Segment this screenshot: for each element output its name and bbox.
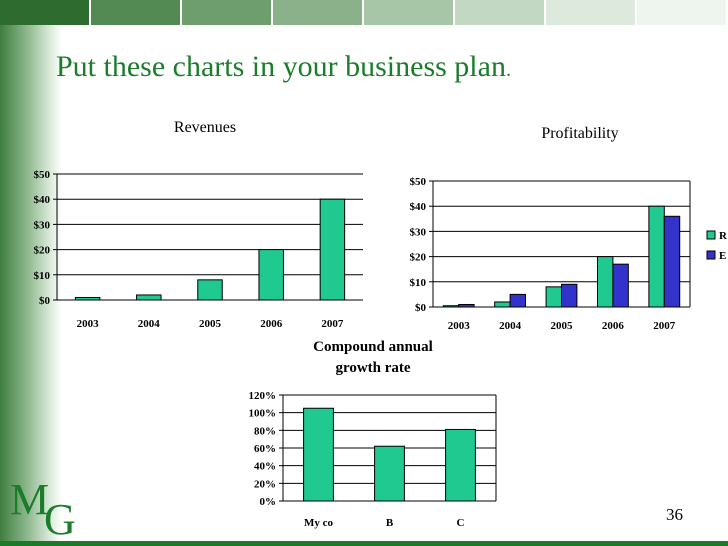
band-segment [182,0,271,25]
revenues-y-tick-label: $50 [34,169,51,181]
profitability-y-tick-label: $10 [410,277,427,289]
profitability-bar [596,256,614,308]
revenues-chart-title: Revenues [174,119,236,136]
cagr-bar [445,428,476,502]
bottom-color-band [0,541,728,546]
slide-title-period: . [505,59,511,81]
profitability-y-tick-label: $0 [415,302,427,314]
band-segment [637,0,726,25]
cagr-y-tick-label: 0% [260,496,277,508]
revenues-x-tick-label: 2006 [260,318,283,330]
cagr-y-tick-label: 40% [254,461,276,473]
cagr-y-tick-label: 80% [254,425,276,437]
cagr-x-tick-label: B [386,517,394,529]
profitability-bar [442,305,460,308]
profitability-x-tick-label: 2006 [602,320,625,332]
cagr-bar [303,407,334,502]
profitability-x-tick-label: 2007 [653,320,676,332]
revenues-y-tick-label: $10 [34,270,51,282]
band-segment [273,0,362,25]
logo-letter-g: G [44,495,76,540]
band-segment [455,0,544,25]
mg-logo: M G [10,475,76,540]
profitability-y-tick-label: $30 [410,226,427,238]
revenues-x-tick-label: 2003 [77,318,100,330]
profitability-bar [612,263,629,308]
cagr-bar [374,445,405,502]
revenues-x-tick-label: 2004 [138,318,161,330]
profitability-legend-label: R [719,230,728,242]
band-segment [0,0,89,25]
cagr-y-tick-label: 20% [254,478,276,490]
profitability-x-tick-label: 2005 [551,320,574,332]
top-color-band [0,0,728,25]
profitability-chart-title: Profitability [541,125,618,142]
page-number: 36 [666,505,683,524]
logo-letter-m: M [10,475,49,524]
slide-title-text: Put these charts in your business plan [56,50,506,83]
revenues-bar [319,198,346,301]
profitability-legend-swatch [706,230,716,240]
left-gradient-strip [0,25,62,541]
cagr-y-tick-label: 100% [249,408,277,420]
revenues-y-tick-label: $0 [39,295,51,307]
cagr-x-tick-label: C [457,517,465,529]
revenues-bar [136,294,162,301]
profitability-y-tick-label: $20 [410,252,427,264]
revenues-chart: Revenues $0 $10 $20 $30 $40 $50 2003 2004 2005 20… [34,119,363,330]
profitability-x-tick-label: 2003 [448,320,471,332]
revenues-bar [197,279,223,301]
profitability-x-tick-label: 2004 [499,320,521,332]
cagr-chart-title-line-1: Compound annual [313,339,433,355]
revenues-y-tick-label: $20 [34,245,51,257]
profitability-legend-swatch [706,250,716,260]
cagr-y-tick-label: 120% [249,390,277,402]
profitability-y-tick-label: $40 [410,201,427,213]
revenues-y-tick-label: $30 [34,219,51,231]
revenues-y-tick-label: $40 [34,194,51,206]
cagr-y-tick-label: 60% [254,443,276,455]
profitability-chart: Profitability $0 $10 $20 $30 $40 $50 2003 2004 2… [410,125,728,332]
profitability-bar [545,286,563,308]
profitability-bar [458,303,475,308]
cagr-chart-title-line-2: growth rate [335,360,410,376]
profitability-bar [509,293,527,308]
profitability-bar [663,215,681,308]
revenues-x-tick-label: 2007 [321,318,344,330]
slide-title: Put these charts in your business plan. [56,50,511,84]
revenues-bar [258,249,284,301]
revenues-bar [74,296,101,301]
band-segment [546,0,635,25]
profitability-bar [494,301,511,308]
cagr-chart: Compound annual growth rate 0% 20% 40% 60% 8… [249,339,497,529]
profitability-y-tick-label: $50 [410,176,427,188]
revenues-x-tick-label: 2005 [199,318,222,330]
profitability-bar [648,205,665,308]
profitability-bar [561,283,578,308]
band-segment [91,0,180,25]
profitability-legend-label: E [719,250,726,262]
band-segment [364,0,453,25]
cagr-x-tick-label: My co [304,517,334,529]
